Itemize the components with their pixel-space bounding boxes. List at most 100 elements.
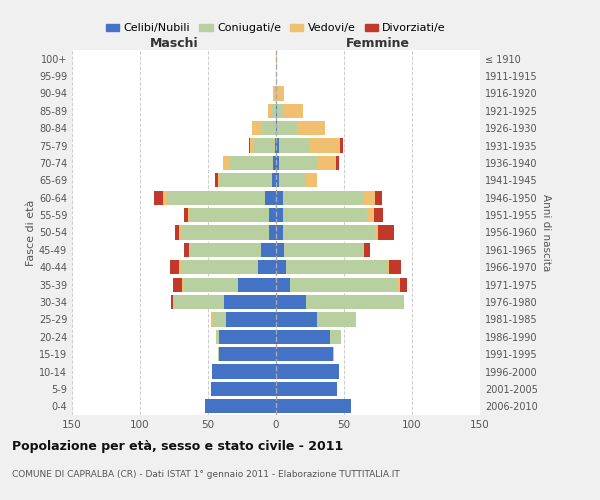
- Bar: [219, 330, 276, 344]
- Bar: [259, 260, 276, 274]
- Bar: [272, 104, 276, 118]
- Bar: [375, 226, 378, 239]
- Bar: [230, 156, 273, 170]
- Bar: [277, 86, 284, 101]
- Bar: [188, 208, 190, 222]
- Bar: [238, 278, 276, 292]
- Bar: [355, 312, 356, 326]
- Bar: [205, 399, 276, 413]
- Bar: [190, 243, 261, 257]
- Bar: [290, 278, 398, 292]
- Bar: [364, 243, 370, 257]
- Bar: [276, 347, 333, 362]
- Bar: [276, 104, 277, 118]
- Bar: [275, 86, 276, 101]
- Bar: [262, 121, 276, 136]
- Bar: [275, 138, 276, 152]
- Bar: [276, 138, 279, 152]
- Bar: [331, 330, 341, 344]
- Text: Femmine: Femmine: [346, 37, 410, 50]
- Bar: [317, 156, 336, 170]
- Bar: [333, 347, 334, 362]
- Bar: [374, 208, 383, 222]
- Legend: Celibi/Nubili, Coniugati/e, Vedovi/e, Divorziati/e: Celibi/Nubili, Coniugati/e, Vedovi/e, Di…: [101, 19, 451, 38]
- Bar: [181, 226, 269, 239]
- Bar: [284, 243, 363, 257]
- Bar: [179, 260, 181, 274]
- Bar: [283, 208, 367, 222]
- Bar: [254, 138, 275, 152]
- Bar: [261, 243, 276, 257]
- Bar: [284, 104, 303, 118]
- Bar: [276, 364, 338, 378]
- Bar: [269, 208, 276, 222]
- Bar: [400, 278, 407, 292]
- Bar: [336, 156, 338, 170]
- Bar: [277, 121, 298, 136]
- Bar: [268, 104, 272, 118]
- Bar: [173, 295, 224, 309]
- Bar: [276, 330, 331, 344]
- Bar: [211, 312, 214, 326]
- Bar: [216, 330, 219, 344]
- Bar: [273, 86, 275, 101]
- Text: Popolazione per età, sesso e stato civile - 2011: Popolazione per età, sesso e stato civil…: [12, 440, 343, 453]
- Text: COMUNE DI CAPRALBA (CR) - Dati ISTAT 1° gennaio 2011 - Elaborazione TUTTITALIA.I: COMUNE DI CAPRALBA (CR) - Dati ISTAT 1° …: [12, 470, 400, 479]
- Bar: [224, 295, 276, 309]
- Bar: [189, 243, 190, 257]
- Bar: [184, 208, 188, 222]
- Bar: [364, 190, 375, 205]
- Bar: [277, 104, 284, 118]
- Bar: [269, 226, 276, 239]
- Bar: [171, 295, 173, 309]
- Bar: [212, 364, 276, 378]
- Bar: [340, 138, 343, 152]
- Bar: [398, 278, 400, 292]
- Y-axis label: Anni di nascita: Anni di nascita: [541, 194, 551, 271]
- Bar: [184, 243, 189, 257]
- Bar: [226, 312, 276, 326]
- Bar: [378, 226, 394, 239]
- Bar: [173, 278, 182, 292]
- Bar: [276, 278, 290, 292]
- Bar: [265, 190, 276, 205]
- Bar: [218, 347, 219, 362]
- Bar: [388, 260, 389, 274]
- Bar: [218, 173, 220, 188]
- Bar: [367, 208, 374, 222]
- Bar: [279, 138, 308, 152]
- Bar: [279, 156, 317, 170]
- Bar: [308, 138, 340, 152]
- Bar: [276, 173, 279, 188]
- Bar: [375, 190, 382, 205]
- Bar: [273, 156, 276, 170]
- Bar: [276, 121, 277, 136]
- Bar: [283, 190, 364, 205]
- Bar: [251, 121, 262, 136]
- Bar: [276, 260, 286, 274]
- Bar: [214, 312, 226, 326]
- Bar: [306, 173, 317, 188]
- Bar: [298, 121, 325, 136]
- Bar: [276, 86, 277, 101]
- Bar: [249, 138, 250, 152]
- Bar: [279, 173, 306, 188]
- Bar: [276, 312, 317, 326]
- Bar: [272, 173, 276, 188]
- Bar: [211, 382, 276, 396]
- Bar: [306, 295, 404, 309]
- Text: Maschi: Maschi: [149, 37, 199, 50]
- Bar: [276, 208, 283, 222]
- Bar: [276, 243, 284, 257]
- Bar: [190, 208, 269, 222]
- Bar: [170, 260, 179, 274]
- Bar: [276, 382, 337, 396]
- Bar: [276, 295, 306, 309]
- Y-axis label: Fasce di età: Fasce di età: [26, 200, 36, 266]
- Bar: [223, 156, 230, 170]
- Bar: [163, 190, 167, 205]
- Bar: [276, 156, 279, 170]
- Bar: [276, 399, 351, 413]
- Bar: [389, 260, 401, 274]
- Bar: [286, 260, 388, 274]
